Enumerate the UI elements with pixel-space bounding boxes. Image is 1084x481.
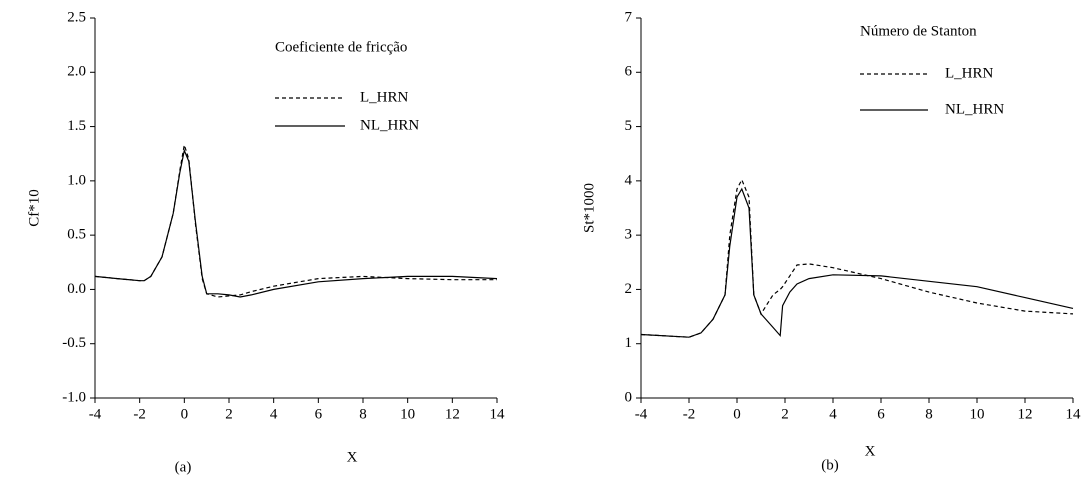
x-tick-label: -4 xyxy=(635,406,648,422)
x-tick-label: 8 xyxy=(925,406,933,422)
y-tick-label: 2.5 xyxy=(67,9,86,25)
line xyxy=(640,178,1074,338)
x-tick-label: -2 xyxy=(683,406,696,422)
y-tick-label: 3 xyxy=(625,227,633,243)
legend-label: L_HRN xyxy=(360,89,409,105)
y-tick-label: 2.0 xyxy=(67,64,86,80)
y-tick-label: -1.0 xyxy=(62,389,86,405)
x-tick-label: 6 xyxy=(877,406,885,422)
y-tick-label: 5 xyxy=(625,118,633,134)
y-tick-label: 6 xyxy=(625,64,633,80)
y-tick-label: 1.0 xyxy=(67,172,86,188)
x-tick-label: 8 xyxy=(359,406,367,422)
x-tick-label: 6 xyxy=(315,406,323,422)
y-tick-label: 2 xyxy=(625,281,633,297)
x-tick-label: 0 xyxy=(181,406,189,422)
legend-title: Coeficiente de fricção xyxy=(275,39,407,55)
x-tick-label: 0 xyxy=(733,406,741,422)
x-tick-label: 14 xyxy=(490,406,506,422)
legend-label: L_HRN xyxy=(945,65,994,81)
y-tick-label: 1 xyxy=(625,335,633,351)
y-axis-label: St*1000 xyxy=(581,183,597,233)
y-tick-label: 0.0 xyxy=(67,281,86,297)
y-axis-label: Cf*10 xyxy=(26,189,42,227)
x-tick-label: -2 xyxy=(133,406,146,422)
x-tick-label: 4 xyxy=(829,406,837,422)
x-tick-label: -4 xyxy=(89,406,102,422)
y-tick-label: 7 xyxy=(625,9,633,25)
y-tick-label: 0.5 xyxy=(67,227,86,243)
legend-label: NL_HRN xyxy=(360,117,419,133)
x-tick-label: 2 xyxy=(225,406,233,422)
y-tick-label: -0.5 xyxy=(62,335,86,351)
x-tick-label: 10 xyxy=(400,406,415,422)
x-axis-label: X xyxy=(347,449,358,465)
x-tick-label: 14 xyxy=(1066,406,1082,422)
line xyxy=(94,144,497,298)
line xyxy=(94,148,498,298)
legend-title: Número de Stanton xyxy=(860,23,977,39)
x-tick-label: 12 xyxy=(445,406,460,422)
y-tick-label: 0 xyxy=(625,389,633,405)
y-tick-label: 1.5 xyxy=(67,118,86,134)
caption: (a) xyxy=(175,459,192,475)
legend-label: NL_HRN xyxy=(945,101,1004,117)
line xyxy=(640,187,1074,338)
y-tick-label: 4 xyxy=(625,172,633,188)
x-tick-label: 12 xyxy=(1018,406,1033,422)
x-axis-label: X xyxy=(865,443,876,459)
x-tick-label: 10 xyxy=(970,406,985,422)
x-tick-label: 4 xyxy=(270,406,278,422)
x-tick-label: 2 xyxy=(781,406,789,422)
caption: (b) xyxy=(821,457,839,473)
